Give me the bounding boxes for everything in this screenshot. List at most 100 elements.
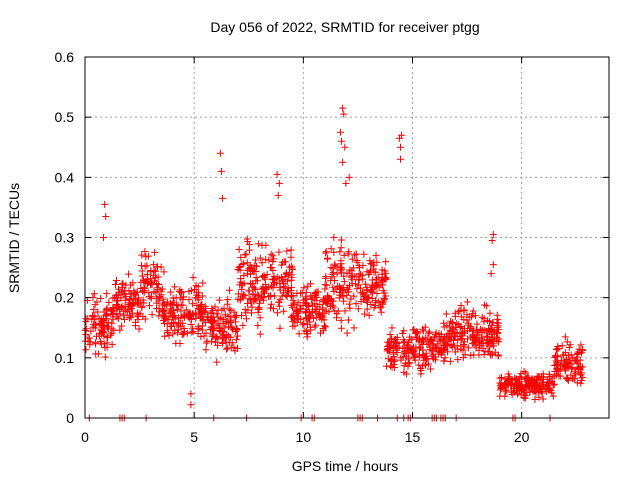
data-point <box>213 358 221 366</box>
data-point <box>243 259 251 267</box>
data-point <box>126 313 134 321</box>
data-point <box>258 241 266 249</box>
data-point <box>195 324 203 332</box>
data-point <box>376 304 384 312</box>
data-point <box>487 326 495 334</box>
data-point <box>259 293 267 301</box>
data-point <box>122 281 130 289</box>
data-point <box>97 295 105 303</box>
data-point <box>225 305 233 313</box>
data-point <box>139 287 147 295</box>
data-point <box>444 348 452 356</box>
data-point <box>221 311 229 319</box>
data-point <box>217 167 225 175</box>
data-point <box>217 314 225 322</box>
data-point <box>239 321 247 329</box>
y-tick-label: 0.3 <box>55 230 75 246</box>
data-point <box>313 288 321 296</box>
data-point <box>276 296 284 304</box>
data-point <box>521 394 529 402</box>
data-point <box>345 300 353 308</box>
data-point <box>136 310 144 318</box>
data-point <box>160 307 168 315</box>
data-point <box>442 342 450 350</box>
data-point <box>435 330 443 338</box>
data-point <box>539 395 547 403</box>
data-point <box>111 280 119 288</box>
data-point <box>121 296 129 304</box>
data-point <box>112 291 120 299</box>
data-point <box>424 360 432 368</box>
data-point <box>340 251 348 259</box>
data-point <box>189 327 197 335</box>
data-point <box>179 296 187 304</box>
data-point <box>103 290 111 298</box>
data-point <box>459 353 467 361</box>
data-point <box>262 255 270 263</box>
data-point <box>516 384 524 392</box>
data-point <box>577 341 585 349</box>
data-point <box>384 355 392 363</box>
data-point <box>339 286 347 294</box>
data-point <box>141 315 149 323</box>
data-point <box>577 379 585 387</box>
data-point <box>177 301 185 309</box>
data-point <box>473 320 481 328</box>
data-point <box>392 338 400 346</box>
x-tick-label: 15 <box>405 429 421 445</box>
data-point <box>244 238 252 246</box>
data-point <box>141 247 149 255</box>
data-point <box>189 273 197 281</box>
data-point <box>275 179 283 187</box>
data-point <box>88 315 96 323</box>
data-point <box>348 280 356 288</box>
data-point <box>338 137 346 145</box>
data-point <box>302 295 310 303</box>
data-point <box>163 327 171 335</box>
data-point <box>325 308 333 316</box>
data-point <box>329 269 337 277</box>
data-point <box>168 319 176 327</box>
data-point <box>233 344 241 352</box>
data-point <box>293 318 301 326</box>
data-point <box>222 319 230 327</box>
data-point <box>538 386 546 394</box>
data-point <box>529 376 537 384</box>
data-point <box>306 318 314 326</box>
data-point <box>511 382 519 390</box>
data-point <box>169 306 177 314</box>
data-point <box>351 251 359 259</box>
data-point <box>82 346 90 354</box>
data-point <box>173 305 181 313</box>
y-tick-label: 0.5 <box>55 109 75 125</box>
data-point <box>159 311 167 319</box>
data-point <box>146 275 154 283</box>
data-point <box>393 349 401 357</box>
data-point <box>449 337 457 345</box>
data-point <box>223 317 231 325</box>
data-point <box>448 319 456 327</box>
data-point <box>571 368 579 376</box>
data-point <box>554 344 562 352</box>
data-point <box>453 328 461 336</box>
data-point <box>478 313 486 321</box>
data-point <box>274 191 282 199</box>
data-point <box>169 319 177 327</box>
data-point <box>198 292 206 300</box>
data-point <box>138 267 146 275</box>
data-point <box>428 352 436 360</box>
data-point <box>279 289 287 297</box>
data-point <box>313 313 321 321</box>
data-point <box>549 381 557 389</box>
data-point <box>267 250 275 258</box>
data-point <box>322 297 330 305</box>
data-point <box>296 302 304 310</box>
data-point <box>472 326 480 334</box>
data-point <box>350 324 358 332</box>
data-point <box>340 272 348 280</box>
data-point <box>136 299 144 307</box>
data-point <box>471 338 479 346</box>
data-point <box>120 307 128 315</box>
data-point <box>553 358 561 366</box>
data-point <box>341 307 349 315</box>
